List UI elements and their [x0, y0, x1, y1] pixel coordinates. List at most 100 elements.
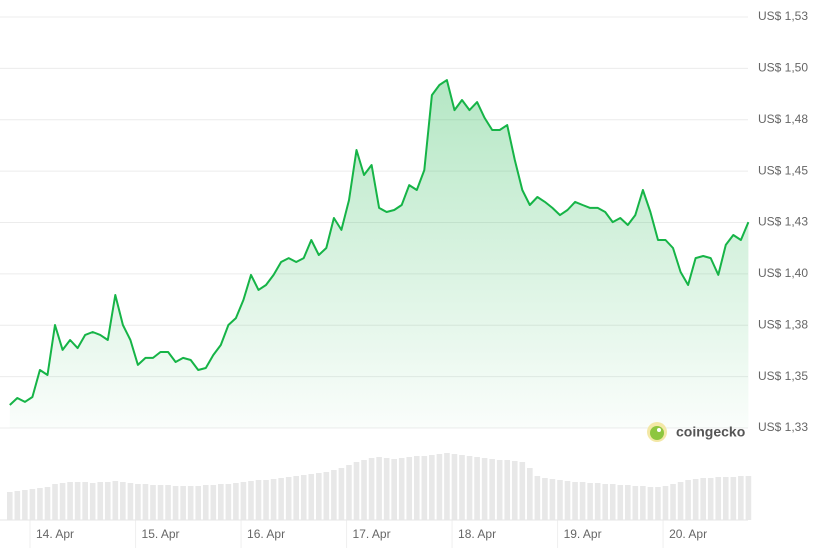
- volume-bar: [481, 458, 488, 520]
- volume-bar: [97, 482, 104, 520]
- y-tick-label: US$ 1,40: [758, 266, 808, 280]
- y-tick-label: US$ 1,53: [758, 9, 808, 23]
- volume-bar: [263, 480, 269, 520]
- volume-bar: [564, 481, 571, 520]
- volume-bar: [609, 484, 616, 520]
- volume-bar: [655, 487, 661, 520]
- volume-bar: [489, 459, 495, 520]
- volume-bar: [14, 491, 21, 520]
- volume-bar: [670, 484, 676, 520]
- volume-bar: [647, 487, 654, 520]
- volume-bar: [413, 456, 420, 520]
- volume-bar: [602, 484, 609, 520]
- volume-bar: [44, 487, 51, 520]
- volume-bar: [715, 477, 722, 520]
- volume-bar: [346, 465, 352, 520]
- volume-bar: [685, 480, 691, 520]
- volume-bar: [738, 476, 744, 520]
- x-tick-label: 18. Apr: [458, 527, 496, 541]
- volume-bar: [210, 485, 217, 520]
- x-tick-label: 14. Apr: [36, 527, 74, 541]
- watermark-logo: [647, 422, 667, 442]
- y-tick-label: US$ 1,35: [758, 369, 808, 383]
- volume-bar: [451, 454, 458, 520]
- y-tick-label: US$ 1,43: [758, 215, 808, 229]
- volume-bar: [511, 461, 518, 520]
- volume-bar: [353, 462, 360, 520]
- plot: US$ 1,33 US$ 1,35 US$ 1,38 US$ 1,40 US$ 1,43…: [0, 9, 808, 548]
- volume-bar: [52, 484, 58, 520]
- volume-bar: [338, 468, 345, 520]
- volume-bar: [722, 477, 729, 520]
- volume-bar: [496, 460, 503, 520]
- volume-bar: [187, 486, 194, 520]
- volume-bar: [383, 458, 390, 520]
- volume-bar: [135, 484, 141, 520]
- volume-bar: [82, 482, 88, 520]
- volume-bar: [225, 484, 232, 520]
- volume-bar: [142, 484, 149, 520]
- volume-bar: [549, 479, 556, 520]
- volume-bar: [120, 482, 126, 520]
- volume-bar: [579, 482, 586, 520]
- volume-bar: [444, 453, 450, 520]
- volume-bar: [632, 486, 639, 520]
- volume-bar: [730, 477, 737, 520]
- volume-bar: [150, 485, 156, 520]
- volume-bar: [376, 457, 382, 520]
- volume-bar: [278, 478, 284, 520]
- volume-bar: [285, 477, 292, 520]
- x-tick-label: 19. Apr: [564, 527, 602, 541]
- volume-bar: [112, 481, 119, 520]
- volume-bar: [527, 468, 533, 520]
- volume-bar: [700, 478, 706, 520]
- volume-bar: [421, 456, 428, 520]
- volume-bar: [300, 475, 307, 520]
- volume-bar: [293, 476, 299, 520]
- volume-bar: [29, 489, 36, 520]
- volume-bar: [308, 474, 315, 520]
- volume-bar: [240, 482, 247, 520]
- y-tick-label: US$ 1,38: [758, 317, 808, 331]
- volume-bar: [459, 455, 465, 520]
- volume-bar: [59, 483, 66, 520]
- x-tick-label: 20. Apr: [669, 527, 707, 541]
- volume-bar: [323, 472, 330, 520]
- volume-bar: [429, 455, 435, 520]
- volume-bar: [572, 482, 578, 520]
- volume-bar: [466, 456, 473, 520]
- volume-bar: [594, 483, 601, 520]
- volume-bar: [218, 484, 224, 520]
- volume-bar: [745, 476, 752, 520]
- volume-bar: [398, 458, 405, 520]
- area: [9, 80, 749, 428]
- volume-bar: [104, 482, 111, 520]
- volume-bar: [7, 492, 13, 520]
- volume-bar: [534, 476, 541, 520]
- volume-bar: [255, 480, 262, 520]
- x-tick-label: 17. Apr: [353, 527, 391, 541]
- volume-bar: [504, 460, 511, 520]
- volume-bar: [37, 488, 43, 520]
- volume-bar: [157, 485, 164, 520]
- volume-bar: [172, 486, 179, 520]
- volume-bar: [474, 457, 480, 520]
- volume-bar: [692, 479, 699, 520]
- volume-bar: [368, 458, 375, 520]
- volume-bar: [316, 473, 322, 520]
- volume-bar: [67, 482, 73, 520]
- y-tick-label: US$ 1,48: [758, 112, 808, 126]
- y-tick-label: US$ 1,33: [758, 420, 808, 434]
- volume-bar: [625, 485, 631, 520]
- volume-bar: [248, 481, 254, 520]
- volume-bar: [436, 454, 443, 520]
- volume-bar: [542, 478, 548, 520]
- volume-bar: [587, 483, 593, 520]
- volume-bar: [707, 478, 714, 520]
- x-tick-label: 16. Apr: [247, 527, 285, 541]
- volume-bar: [233, 483, 239, 520]
- y-tick-label: US$ 1,50: [758, 61, 808, 75]
- volume-bar: [127, 483, 134, 520]
- price-line: [9, 79, 750, 406]
